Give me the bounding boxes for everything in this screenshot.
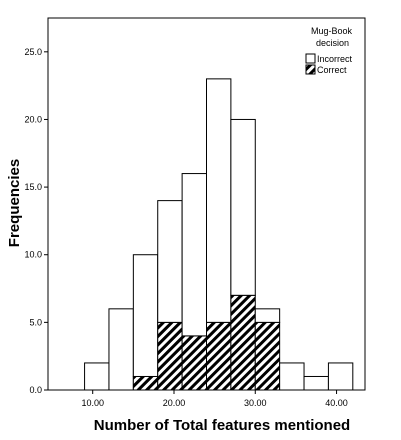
bar-incorrect-8 <box>279 362 305 391</box>
bar-correct-5 <box>206 321 232 391</box>
bar-correct-2 <box>132 375 159 391</box>
legend-swatch-incorrect <box>305 53 316 64</box>
bar-correct-4 <box>181 335 208 391</box>
bar-incorrect-4 <box>181 173 208 337</box>
bar-incorrect-3 <box>157 200 183 323</box>
bar-incorrect-0 <box>84 362 110 391</box>
y-tick-label-2: 10.0 <box>24 250 42 260</box>
y-axis-title: Frequencies <box>6 159 23 247</box>
bars-layer <box>84 78 354 391</box>
x-tick-label-1: 20.00 <box>163 398 186 408</box>
bar-incorrect-9 <box>303 375 329 391</box>
y-tick-label-5: 25.0 <box>24 47 42 57</box>
bar-correct-7 <box>254 321 281 391</box>
x-tick-label-2: 30.00 <box>244 398 267 408</box>
bar-correct-6 <box>230 294 256 391</box>
bar-incorrect-10 <box>327 362 354 391</box>
legend-title-line2: decision <box>316 38 349 48</box>
y-tick-label-3: 15.0 <box>24 182 42 192</box>
y-tick-label-4: 20.0 <box>24 114 42 124</box>
bar-correct-3 <box>157 321 183 391</box>
axes-layer <box>47 17 366 391</box>
bar-incorrect-7 <box>254 308 281 323</box>
x-tick-label-0: 10.00 <box>81 398 104 408</box>
legend-title-line1: Mug-Book <box>311 26 353 36</box>
y-tick-label-1: 5.0 <box>29 317 42 327</box>
bar-incorrect-1 <box>108 308 134 391</box>
ticks-layer: 0.0 5.0 10.0 15.0 20.0 25.0 10.00 20.00 30.00 40.… <box>24 47 347 408</box>
bar-incorrect-2 <box>132 254 159 377</box>
bar-incorrect-5 <box>206 78 232 323</box>
x-tick-label-3: 40.00 <box>325 398 348 408</box>
bar-incorrect-6 <box>230 118 256 296</box>
legend-swatch-correct <box>305 64 316 75</box>
plot-frame <box>47 17 366 391</box>
x-axis-title: Number of Total features mentioned <box>94 417 350 434</box>
legend-label-incorrect: Incorrect <box>317 54 353 64</box>
legend: Mug-Book decision Incorrect Correct <box>305 26 353 75</box>
y-tick-label-0: 0.0 <box>29 385 42 395</box>
legend-label-correct: Correct <box>317 65 347 75</box>
